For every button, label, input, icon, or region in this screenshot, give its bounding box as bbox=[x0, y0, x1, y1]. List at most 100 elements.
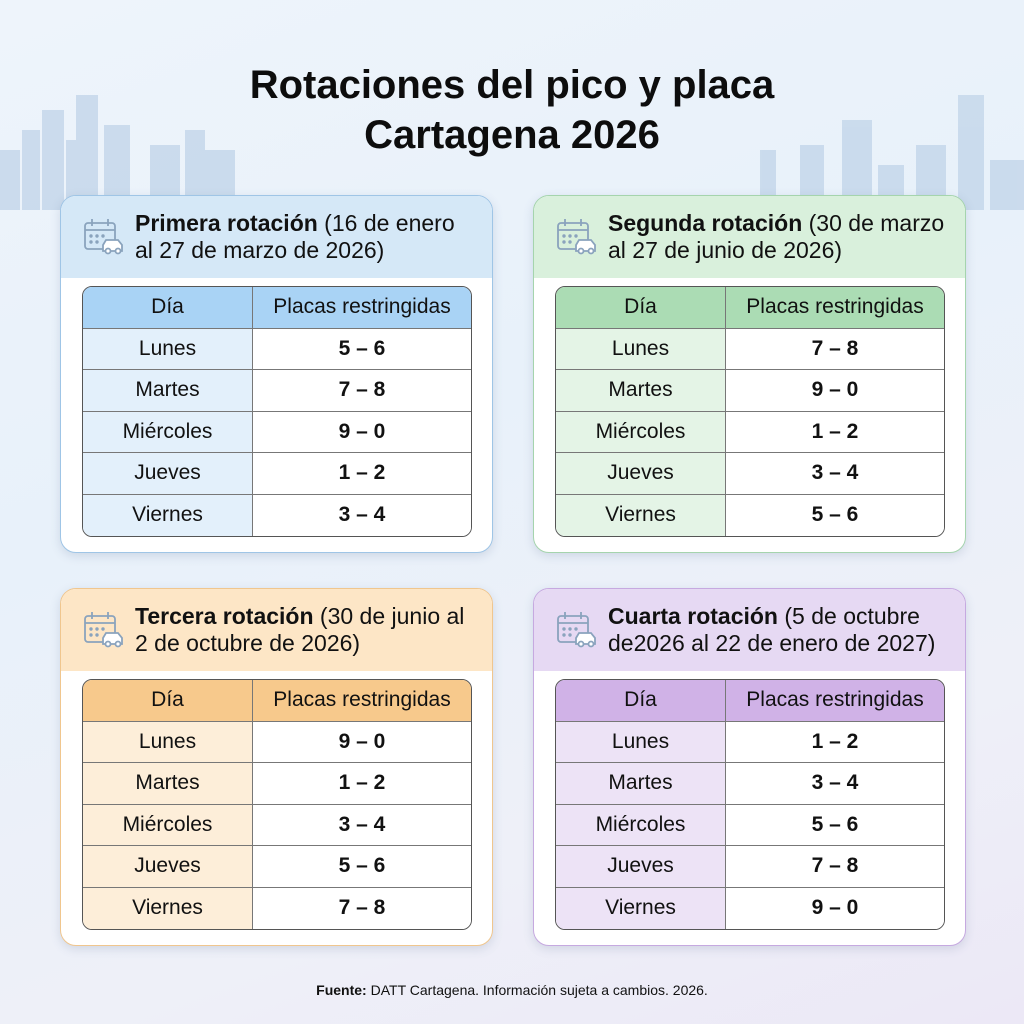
day-cell: Jueves bbox=[83, 846, 253, 888]
day-cell: Miércoles bbox=[556, 411, 726, 453]
plates-cell: 5 – 6 bbox=[726, 494, 944, 536]
table-row: Viernes 3 – 4 bbox=[83, 494, 471, 536]
rotation-card-tercera: Tercera rotación (30 de junio al 2 de oc… bbox=[60, 588, 493, 946]
plates-cell: 7 – 8 bbox=[253, 887, 471, 929]
calendar-car-icon bbox=[84, 612, 123, 648]
day-cell: Martes bbox=[83, 763, 253, 805]
restrictions-table: Día Placas restringidas Lunes 5 – 6 Martes 7 … bbox=[82, 286, 472, 537]
day-cell: Miércoles bbox=[83, 804, 253, 846]
plates-cell: 7 – 8 bbox=[726, 328, 944, 370]
restrictions-table: Día Placas restringidas Lunes 1 – 2 Martes 3 … bbox=[555, 679, 945, 930]
rotation-card-cuarta: Cuarta rotación (5 de octubre de2026 al … bbox=[533, 588, 966, 946]
plates-cell: 9 – 0 bbox=[253, 721, 471, 763]
card-header: Cuarta rotación (5 de octubre de2026 al … bbox=[534, 589, 965, 671]
rotation-name: Cuarta rotación bbox=[608, 603, 778, 629]
day-cell: Martes bbox=[556, 370, 726, 412]
plates-cell: 5 – 6 bbox=[726, 804, 944, 846]
calendar-car-icon bbox=[84, 219, 123, 255]
footer-label: Fuente: bbox=[316, 982, 367, 998]
day-cell: Jueves bbox=[556, 453, 726, 495]
day-cell: Viernes bbox=[83, 887, 253, 929]
day-cell: Miércoles bbox=[83, 411, 253, 453]
table-row: Martes 3 – 4 bbox=[556, 763, 944, 805]
footer-text: DATT Cartagena. Información sujeta a cam… bbox=[366, 982, 708, 998]
rotation-name: Primera rotación bbox=[135, 210, 318, 236]
day-cell: Jueves bbox=[556, 846, 726, 888]
table-row: Lunes 9 – 0 bbox=[83, 721, 471, 763]
table-row: Lunes 5 – 6 bbox=[83, 328, 471, 370]
restrictions-table: Día Placas restringidas Lunes 7 – 8 Martes 9 … bbox=[555, 286, 945, 537]
plates-cell: 5 – 6 bbox=[253, 328, 471, 370]
column-header-plates: Placas restringidas bbox=[253, 680, 471, 722]
table-row: Martes 1 – 2 bbox=[83, 763, 471, 805]
table-row: Martes 7 – 8 bbox=[83, 370, 471, 412]
card-header: Segunda rotación (30 de marzo al 27 de j… bbox=[534, 196, 965, 278]
plates-cell: 1 – 2 bbox=[726, 721, 944, 763]
rotation-card-segunda: Segunda rotación (30 de marzo al 27 de j… bbox=[533, 195, 966, 553]
table-row: Jueves 7 – 8 bbox=[556, 846, 944, 888]
day-cell: Viernes bbox=[556, 494, 726, 536]
table-header-row: Día Placas restringidas bbox=[83, 287, 471, 329]
table-row: Lunes 7 – 8 bbox=[556, 328, 944, 370]
title-line-1: Rotaciones del pico y placa bbox=[249, 63, 775, 107]
table-row: Miércoles 5 – 6 bbox=[556, 804, 944, 846]
rotation-date-range: (30 de junio al 2 de octubre de 2026) bbox=[135, 603, 465, 656]
table-row: Miércoles 3 – 4 bbox=[83, 804, 471, 846]
calendar-car-icon bbox=[557, 612, 596, 648]
plates-cell: 3 – 4 bbox=[726, 453, 944, 495]
table-row: Jueves 5 – 6 bbox=[83, 846, 471, 888]
day-cell: Lunes bbox=[83, 328, 253, 370]
table-header-row: Día Placas restringidas bbox=[556, 680, 944, 722]
page-title: Rotaciones del pico y placa Cartagena 202… bbox=[0, 60, 1024, 160]
column-header-plates: Placas restringidas bbox=[726, 680, 944, 722]
plates-cell: 7 – 8 bbox=[726, 846, 944, 888]
card-title: Tercera rotación (30 de junio al 2 de oc… bbox=[135, 603, 472, 657]
day-cell: Lunes bbox=[556, 328, 726, 370]
table-row: Miércoles 9 – 0 bbox=[83, 411, 471, 453]
column-header-plates: Placas restringidas bbox=[253, 287, 471, 329]
plates-cell: 3 – 4 bbox=[253, 804, 471, 846]
source-footer: Fuente: DATT Cartagena. Información suje… bbox=[0, 982, 1024, 998]
title-line-2: Cartagena 2026 bbox=[364, 113, 660, 157]
table-row: Jueves 1 – 2 bbox=[83, 453, 471, 495]
rotation-date-range: (16 de enero al 27 de marzo de 2026) bbox=[135, 210, 455, 263]
rotation-name: Segunda rotación bbox=[608, 210, 803, 236]
plates-cell: 1 – 2 bbox=[253, 453, 471, 495]
card-header: Primera rotación (16 de enero al 27 de m… bbox=[61, 196, 492, 278]
card-title: Cuarta rotación (5 de octubre de2026 al … bbox=[608, 603, 945, 657]
day-cell: Viernes bbox=[556, 887, 726, 929]
table-header-row: Día Placas restringidas bbox=[556, 287, 944, 329]
table-row: Viernes 9 – 0 bbox=[556, 887, 944, 929]
rotation-date-range: (5 de octubre de2026 al 22 de enero de 2… bbox=[608, 603, 936, 656]
day-cell: Lunes bbox=[83, 721, 253, 763]
table-header-row: Día Placas restringidas bbox=[83, 680, 471, 722]
calendar-car-icon bbox=[557, 219, 596, 255]
table-row: Viernes 5 – 6 bbox=[556, 494, 944, 536]
rotation-card-primera: Primera rotación (16 de enero al 27 de m… bbox=[60, 195, 493, 553]
day-cell: Martes bbox=[556, 763, 726, 805]
table-row: Martes 9 – 0 bbox=[556, 370, 944, 412]
day-cell: Jueves bbox=[83, 453, 253, 495]
card-header: Tercera rotación (30 de junio al 2 de oc… bbox=[61, 589, 492, 671]
plates-cell: 9 – 0 bbox=[726, 887, 944, 929]
plates-cell: 5 – 6 bbox=[253, 846, 471, 888]
column-header-day: Día bbox=[83, 680, 253, 722]
plates-cell: 9 – 0 bbox=[726, 370, 944, 412]
plates-cell: 3 – 4 bbox=[253, 494, 471, 536]
plates-cell: 9 – 0 bbox=[253, 411, 471, 453]
column-header-day: Día bbox=[556, 287, 726, 329]
day-cell: Viernes bbox=[83, 494, 253, 536]
plates-cell: 1 – 2 bbox=[726, 411, 944, 453]
column-header-day: Día bbox=[556, 680, 726, 722]
table-row: Lunes 1 – 2 bbox=[556, 721, 944, 763]
column-header-plates: Placas restringidas bbox=[726, 287, 944, 329]
plates-cell: 3 – 4 bbox=[726, 763, 944, 805]
restrictions-table: Día Placas restringidas Lunes 9 – 0 Martes 1 … bbox=[82, 679, 472, 930]
rotation-date-range: (30 de marzo al 27 de junio de 2026) bbox=[608, 210, 945, 263]
card-title: Primera rotación (16 de enero al 27 de m… bbox=[135, 210, 472, 264]
table-row: Miércoles 1 – 2 bbox=[556, 411, 944, 453]
column-header-day: Día bbox=[83, 287, 253, 329]
day-cell: Miércoles bbox=[556, 804, 726, 846]
rotation-name: Tercera rotación bbox=[135, 603, 314, 629]
day-cell: Martes bbox=[83, 370, 253, 412]
